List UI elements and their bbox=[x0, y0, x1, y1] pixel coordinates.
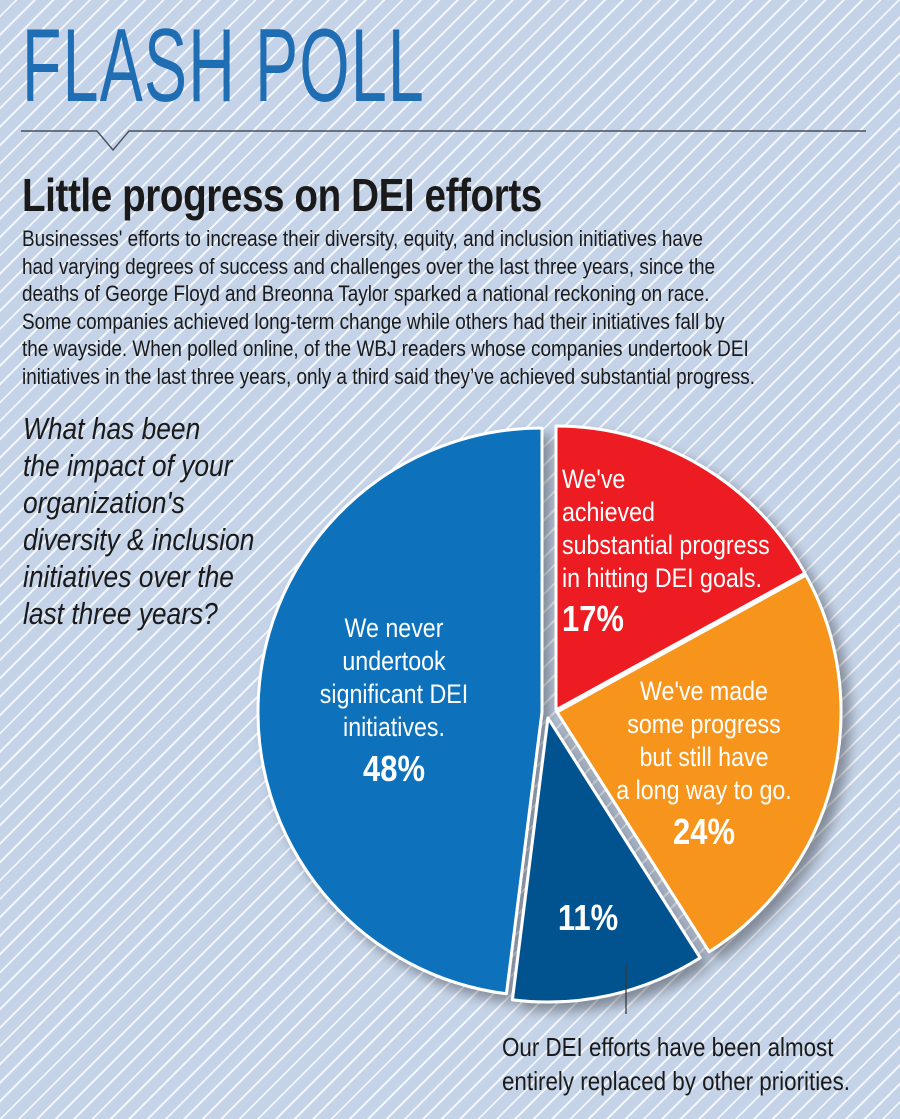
slice-label-never: significant DEI bbox=[320, 679, 468, 709]
callout-line: entirely replaced by other priorities. bbox=[502, 1066, 850, 1096]
intro-line: Businesses' efforts to increase their di… bbox=[22, 226, 703, 251]
pie-slice-some bbox=[555, 573, 843, 954]
intro-line: the wayside. When polled online, of the … bbox=[22, 336, 749, 361]
callout-replaced: Our DEI efforts have been almost entirel… bbox=[502, 1030, 850, 1098]
intro-line: initiatives in the last three years, onl… bbox=[22, 363, 756, 389]
question-line: the impact of your bbox=[23, 448, 233, 483]
intro-line: had varying degrees of success and chall… bbox=[22, 253, 716, 279]
pie-slice-never bbox=[256, 426, 544, 996]
slice-label-never: undertook bbox=[342, 646, 446, 676]
slice-label-never: initiatives. bbox=[343, 712, 445, 742]
slice-label-some: but still have bbox=[639, 742, 768, 772]
question-line: initiatives over the bbox=[23, 559, 234, 594]
slice-label-some: a long way to go. bbox=[616, 775, 792, 805]
poll-question: What has been the impact of your organiz… bbox=[23, 410, 380, 632]
question-line: last three years? bbox=[23, 596, 218, 631]
slice-label-some: We've made bbox=[640, 676, 768, 706]
slice-label-substantial: achieved bbox=[562, 497, 655, 527]
slice-value-substantial: 17% bbox=[562, 600, 624, 640]
headline: Little progress on DEI efforts bbox=[22, 169, 542, 221]
slice-label-substantial: We've bbox=[562, 464, 625, 494]
intro-line: Some companies achieved long-term change… bbox=[22, 308, 725, 334]
slice-value-never: 48% bbox=[363, 750, 425, 790]
slice-value-some: 24% bbox=[673, 813, 735, 853]
intro-line: deaths of George Floyd and Breonna Taylo… bbox=[22, 281, 710, 306]
slice-label-some: some progress bbox=[627, 709, 781, 739]
slice-label-never: We never bbox=[345, 613, 444, 643]
slice-label-substantial: in hitting DEI goals. bbox=[562, 563, 762, 593]
question-line: What has been bbox=[23, 411, 201, 446]
slice-label-substantial: substantial progress bbox=[562, 530, 770, 560]
slice-value-replaced: 11% bbox=[558, 899, 618, 939]
question-line: diversity & inclusion bbox=[23, 522, 255, 557]
pie-slice-substantial bbox=[554, 424, 807, 712]
intro-paragraph: Businesses' efforts to increase their di… bbox=[22, 225, 882, 390]
pie-slice-replaced bbox=[510, 716, 702, 1004]
rule-pointer bbox=[21, 130, 866, 152]
question-line: organization's bbox=[23, 485, 185, 520]
callout-line: Our DEI efforts have been almost bbox=[502, 1032, 834, 1062]
header-rule bbox=[21, 130, 866, 152]
kicker-title: FLASH POLL bbox=[22, 8, 426, 124]
